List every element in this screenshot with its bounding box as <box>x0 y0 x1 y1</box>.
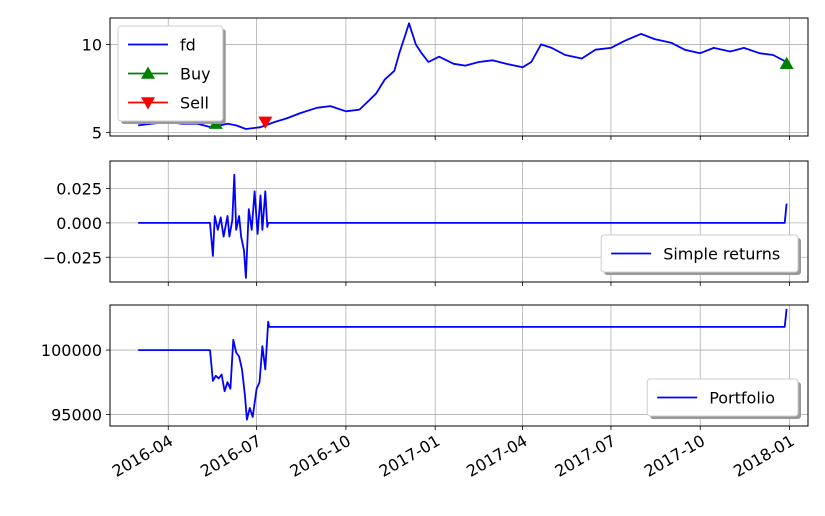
legend-label: Simple returns <box>663 245 780 264</box>
axes-frame <box>109 17 809 137</box>
x-tick-label: 2017-01 <box>376 431 443 481</box>
buy-marker <box>779 56 794 70</box>
y-tick-label: 100000 <box>41 341 102 360</box>
axes-frame <box>109 160 809 283</box>
price-panel: 5 10 fd Buy Sell <box>82 17 809 142</box>
legend-marker-sell <box>141 97 155 110</box>
legend-box <box>646 378 799 417</box>
y-tick-label: −0.025 <box>43 248 102 267</box>
series-line-simple-returns <box>138 173 788 279</box>
y-tick-label: 5 <box>92 123 102 142</box>
legend-label: Portfolio <box>709 389 775 408</box>
x-axis-tick-labels: 2016-04 2016-07 2016-10 2017-01 2017-04 2017-… <box>109 431 798 481</box>
legend: fd Buy Sell <box>117 25 226 124</box>
x-tick-label: 2018-01 <box>730 431 797 481</box>
x-tick-label: 2017-07 <box>552 431 619 481</box>
legend: Portfolio <box>646 378 801 419</box>
portfolio-panel: 100000 95000 Portfolio <box>41 304 809 430</box>
sell-marker <box>258 116 273 129</box>
legend-box <box>600 234 799 273</box>
returns-panel: 0.025 0.000 −0.025 Simple returns <box>43 160 809 286</box>
legend-label: Buy <box>180 65 211 84</box>
x-tick-label: 2017-04 <box>463 431 530 481</box>
x-tick-label: 2016-10 <box>287 431 354 481</box>
axes-frame <box>109 304 809 427</box>
x-tick-label: 2017-10 <box>641 431 708 481</box>
y-tick-label: 95000 <box>51 405 102 424</box>
series-line-fd <box>138 22 788 130</box>
x-tick-label: 2016-04 <box>109 431 176 481</box>
legend-label: fd <box>180 36 196 55</box>
y-tick-label: 0.000 <box>56 214 102 233</box>
legend-marker-buy <box>141 66 155 79</box>
legend: Simple returns <box>600 234 801 275</box>
legend-label: Sell <box>180 94 209 113</box>
y-tick-label: 0.025 <box>56 180 102 199</box>
x-tick-label: 2016-07 <box>197 431 264 481</box>
series-line-portfolio <box>138 308 788 421</box>
y-tick-label: 10 <box>82 35 102 54</box>
